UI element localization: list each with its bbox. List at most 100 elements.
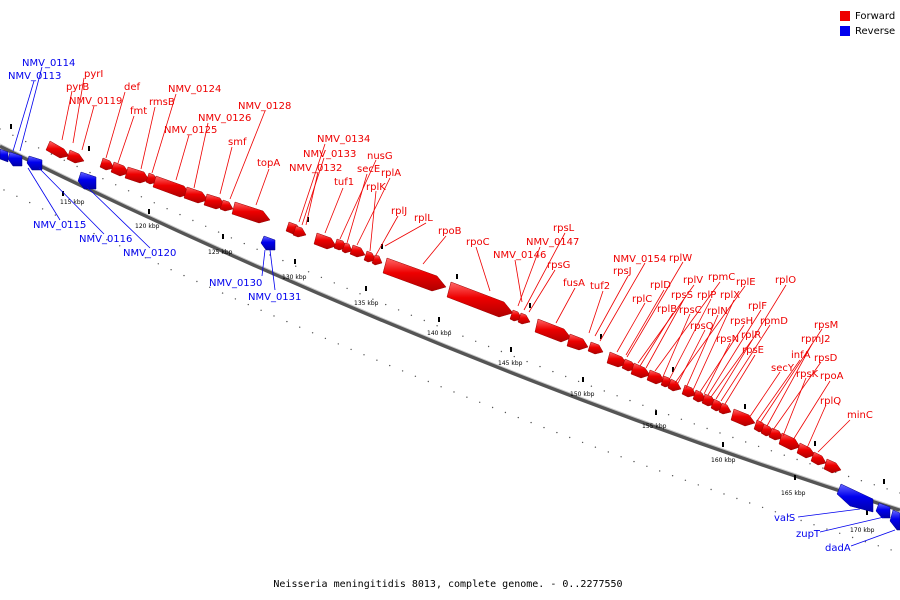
reverse-gene-arrow[interactable]: [26, 155, 43, 171]
reverse-gene-arrow[interactable]: [260, 235, 276, 251]
gene-label[interactable]: rpsL: [553, 223, 575, 234]
gene-label[interactable]: rplN: [707, 306, 728, 317]
gene-label[interactable]: secE: [357, 164, 380, 175]
gene-label[interactable]: nusG: [367, 151, 393, 162]
gene-label[interactable]: zupT: [796, 529, 821, 540]
gene-label[interactable]: rpmC: [708, 272, 735, 283]
forward-gene-arrow[interactable]: [606, 351, 628, 368]
gene-label[interactable]: rplL: [414, 213, 433, 224]
gene-label[interactable]: rplC: [632, 294, 652, 305]
forward-gene-arrow[interactable]: [810, 451, 827, 466]
gene-label[interactable]: rplA: [381, 168, 401, 179]
forward-gene-arrow[interactable]: [219, 199, 234, 212]
gene-label[interactable]: rpoB: [438, 226, 462, 237]
gene-label[interactable]: def: [124, 82, 141, 93]
gene-label[interactable]: rpoC: [466, 237, 490, 248]
gene-label[interactable]: rpsM: [814, 320, 838, 331]
gene-label[interactable]: rpsG: [547, 260, 570, 271]
gene-label[interactable]: NMV_0126: [198, 113, 251, 124]
forward-gene-arrow[interactable]: [66, 149, 85, 164]
reverse-gene-arrow[interactable]: [889, 509, 900, 531]
gene-label[interactable]: fusA: [563, 278, 585, 289]
gene-label[interactable]: rplO: [775, 275, 796, 286]
forward-gene-arrow[interactable]: [730, 408, 756, 427]
gene-label[interactable]: rplD: [650, 280, 671, 291]
gene-label[interactable]: rplR: [741, 330, 761, 341]
forward-gene-arrow[interactable]: [124, 166, 150, 184]
gene-label[interactable]: rplK: [366, 182, 386, 193]
forward-gene-arrow[interactable]: [517, 312, 531, 325]
gene-label[interactable]: pyrI: [84, 69, 103, 80]
forward-gene-arrow[interactable]: [99, 157, 115, 171]
forward-gene-arrow[interactable]: [313, 232, 337, 250]
gene-label[interactable]: NMV_0131: [248, 292, 301, 303]
gene-label[interactable]: rplE: [736, 277, 756, 288]
reverse-gene-arrow[interactable]: [7, 151, 23, 167]
forward-gene-arrow[interactable]: [587, 341, 604, 355]
forward-gene-arrow[interactable]: [341, 242, 353, 254]
gene-label[interactable]: NMV_0124: [168, 84, 221, 95]
gene-label[interactable]: rplV: [683, 275, 703, 286]
forward-gene-arrow[interactable]: [778, 432, 801, 451]
gene-label[interactable]: NMV_0146: [493, 250, 546, 261]
gene-label[interactable]: valS: [774, 513, 795, 524]
gene-label[interactable]: NMV_0114: [22, 58, 75, 69]
gene-label[interactable]: NMV_0120: [123, 248, 176, 259]
reverse-gene-arrow[interactable]: [875, 502, 891, 519]
reverse-gene-arrow[interactable]: [0, 148, 9, 163]
forward-gene-arrow[interactable]: [152, 175, 191, 198]
gene-label[interactable]: NMV_0130: [209, 278, 262, 289]
gene-label[interactable]: rplQ: [820, 396, 841, 407]
forward-gene-arrow[interactable]: [823, 458, 842, 474]
forward-gene-arrow[interactable]: [718, 402, 732, 415]
forward-gene-arrow[interactable]: [292, 225, 307, 238]
gene-label[interactable]: rpsN: [716, 334, 739, 345]
gene-label[interactable]: rpsC: [679, 305, 702, 316]
gene-label[interactable]: rpoA: [820, 371, 844, 382]
gene-label[interactable]: smf: [228, 137, 247, 148]
forward-gene-arrow[interactable]: [566, 333, 589, 351]
forward-gene-arrow[interactable]: [796, 442, 816, 459]
gene-label[interactable]: rpsQ: [690, 321, 714, 332]
gene-label[interactable]: NMV_0132: [289, 163, 342, 174]
gene-label[interactable]: minC: [847, 410, 873, 421]
gene-label[interactable]: secY: [771, 363, 795, 374]
gene-label[interactable]: rpmJ2: [801, 334, 831, 345]
forward-gene-arrow[interactable]: [534, 318, 572, 343]
gene-label[interactable]: NMV_0133: [303, 149, 356, 160]
gene-label[interactable]: tuf1: [334, 177, 354, 188]
gene-label[interactable]: rpsS: [671, 290, 693, 301]
reverse-gene-arrow[interactable]: [836, 483, 874, 513]
gene-label[interactable]: topA: [257, 158, 280, 169]
gene-label[interactable]: rplP: [697, 290, 716, 301]
gene-label[interactable]: rpsD: [814, 353, 838, 364]
gene-label[interactable]: infA: [791, 350, 811, 361]
gene-label[interactable]: rpmD: [760, 316, 788, 327]
gene-label[interactable]: rplW: [669, 253, 692, 264]
gene-label[interactable]: rpsE: [742, 345, 764, 356]
forward-gene-arrow[interactable]: [681, 384, 697, 398]
gene-label[interactable]: NMV_0154: [613, 254, 666, 265]
gene-label[interactable]: NMV_0119: [69, 96, 122, 107]
forward-gene-arrow[interactable]: [110, 161, 130, 177]
gene-label[interactable]: NMV_0134: [317, 134, 370, 145]
forward-gene-arrow[interactable]: [692, 389, 707, 403]
gene-label[interactable]: rplJ: [391, 206, 407, 217]
gene-label[interactable]: rplB: [657, 304, 677, 315]
gene-label[interactable]: NMV_0113: [8, 71, 61, 82]
gene-label[interactable]: pyrB: [66, 82, 89, 93]
gene-label[interactable]: NMV_0115: [33, 220, 86, 231]
forward-gene-arrow[interactable]: [630, 362, 651, 379]
gene-label[interactable]: rpsJ: [613, 266, 632, 277]
forward-gene-arrow[interactable]: [45, 140, 70, 159]
forward-gene-arrow[interactable]: [183, 186, 209, 204]
forward-gene-arrow[interactable]: [371, 254, 383, 266]
forward-gene-arrow[interactable]: [349, 244, 366, 258]
gene-label[interactable]: fmt: [130, 106, 147, 117]
forward-gene-arrow[interactable]: [768, 427, 784, 441]
forward-gene-arrow[interactable]: [446, 281, 514, 318]
gene-label[interactable]: NMV_0147: [526, 237, 579, 248]
gene-label[interactable]: rplX: [720, 290, 740, 301]
gene-label[interactable]: rpsK: [796, 369, 819, 380]
forward-gene-arrow[interactable]: [231, 201, 271, 224]
